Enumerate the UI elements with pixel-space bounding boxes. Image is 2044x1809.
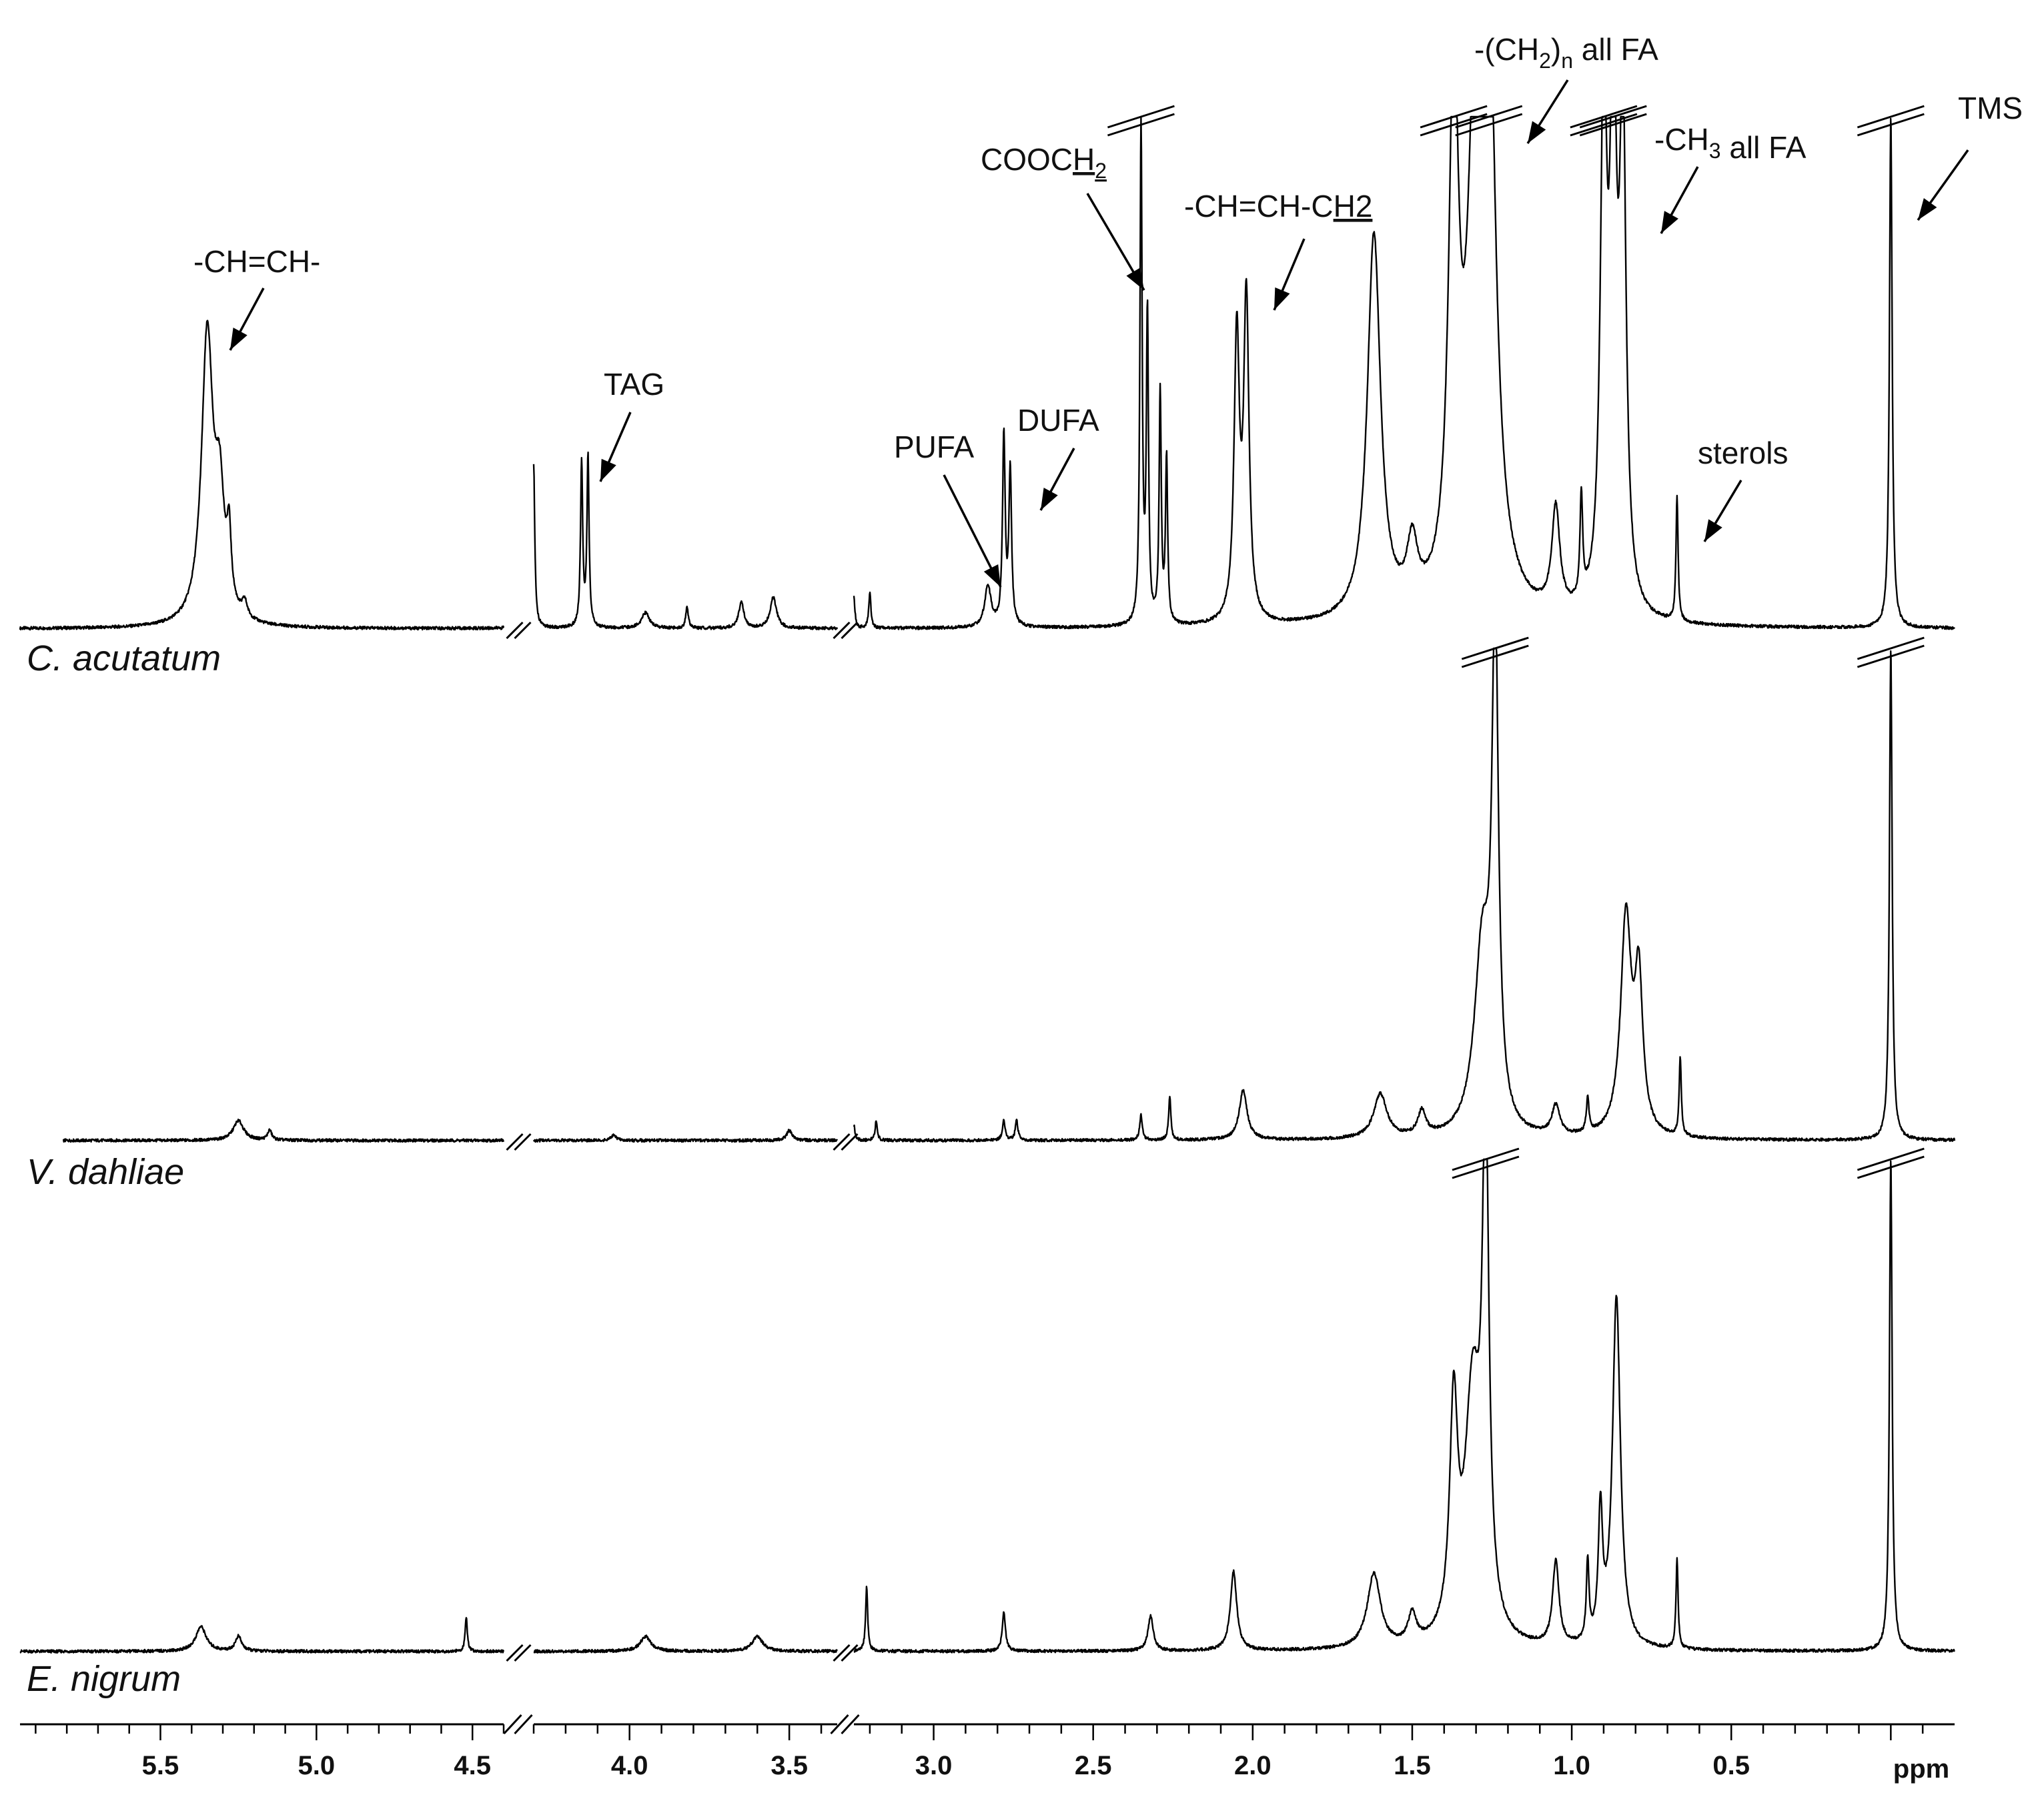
tick-label: 0.5: [1712, 1751, 1750, 1780]
series-label: V. dahliae: [27, 1152, 184, 1192]
tick-label: 1.5: [1394, 1751, 1431, 1780]
axis-break-mark: [833, 1644, 859, 1662]
annotation-arrowhead: [1704, 519, 1722, 542]
trace-segment: [853, 1158, 1955, 1654]
tick-label: 5.5: [142, 1751, 179, 1780]
annotation-label: sterols: [1698, 436, 1788, 470]
peak-break-mark: [1452, 1147, 1520, 1179]
annotation: TAG: [599, 367, 664, 482]
tick-label: 4.5: [454, 1751, 491, 1780]
annotation: PUFA: [894, 430, 1002, 588]
tick-label: 5.0: [298, 1751, 336, 1780]
annotation-label: -CH=CH-CH2: [1184, 189, 1372, 223]
tick-label: 2.0: [1234, 1751, 1271, 1780]
annotation: -CH=CH-CH2: [1184, 189, 1372, 311]
spectra-traces: [19, 105, 1956, 1654]
annotation-label: -CH3 all FA: [1654, 122, 1807, 165]
peak-break-mark: [1857, 1147, 1925, 1179]
annotation: TMS: [1917, 91, 2023, 221]
axis-break-mark: [506, 1644, 532, 1662]
x-axis-unit-label: ppm: [1893, 1754, 1949, 1784]
annotation-arrowhead: [1661, 211, 1678, 233]
annotation-label: TMS: [1958, 91, 2023, 125]
annotation: COOCH2: [981, 142, 1145, 291]
annotation-label: -CH=CH-: [193, 244, 320, 279]
annotation-arrowhead: [1126, 267, 1144, 290]
annotation: -(CH2)n all FA: [1474, 32, 1658, 144]
annotation-arrowhead: [230, 328, 247, 350]
annotation-arrowhead: [1918, 197, 1937, 220]
annotation-arrowhead: [1274, 287, 1290, 310]
annotation-arrowhead: [1528, 121, 1546, 143]
trace-segment: [853, 647, 1956, 1143]
annotation-label: TAG: [604, 367, 664, 402]
trace-segment: [19, 320, 505, 631]
trace-segment: [532, 451, 839, 630]
series-label: E. nigrum: [27, 1659, 181, 1699]
tick-label: 3.0: [915, 1751, 953, 1780]
axis-break-mark: [506, 1133, 532, 1151]
annotation: -CH=CH-: [193, 244, 320, 351]
annotation-arrowhead: [600, 458, 616, 482]
annotation-label: PUFA: [894, 430, 974, 464]
tick-label: 3.5: [771, 1751, 808, 1780]
axis-break-mark: [833, 1133, 859, 1151]
peak-break-mark: [1857, 636, 1925, 668]
trace-segment: [853, 115, 1955, 630]
peak-break-mark: [1107, 105, 1175, 137]
annotation-label: -(CH2)n all FA: [1474, 32, 1658, 73]
peak-annotations: -CH=CH- TAG PUFA DUFA COOCH2 -CH=CH-CH2 -(CH2)…: [193, 32, 2023, 588]
trace-segment: [19, 1617, 505, 1654]
trace-segment: [62, 1119, 505, 1143]
peak-break-mark: [1455, 105, 1523, 137]
series-label: C. acutatum: [27, 638, 221, 678]
peak-break-mark: [1420, 105, 1488, 137]
peak-break-mark: [1579, 105, 1647, 137]
tick-label: 1.0: [1553, 1751, 1590, 1780]
axis-break-marks: [506, 621, 859, 1662]
series-labels: C. acutatum V. dahliae E. nigrum: [27, 638, 221, 1699]
series-trace-1: [19, 105, 1955, 631]
annotation: DUFA: [1017, 403, 1099, 511]
axis-break-mark: [833, 621, 859, 640]
series-trace-3: [19, 1147, 1955, 1654]
tick-label: 2.5: [1075, 1751, 1112, 1780]
peak-break-mark: [1857, 105, 1925, 137]
series-trace-2: [62, 636, 1956, 1143]
axis-break-mark: [506, 621, 532, 640]
trace-segment: [533, 1634, 839, 1654]
axis-break-mark: [503, 1714, 533, 1735]
trace-segment: [532, 1129, 839, 1143]
axis-break-mark: [830, 1714, 860, 1735]
x-axis: 5.5 5.0 4.5 4.0 3.5 3.0 2.5 2.0 1.5 1.0 0.5 ppm: [20, 1714, 1955, 1784]
annotation: sterols: [1698, 436, 1788, 542]
peak-break-mark: [1570, 105, 1638, 137]
annotation-label: COOCH2: [981, 142, 1107, 183]
annotation-label: DUFA: [1017, 403, 1099, 438]
tick-label: 4.0: [611, 1751, 648, 1780]
annotation: -CH3 all FA: [1654, 122, 1807, 234]
annotation-arrowhead: [1041, 488, 1058, 510]
annotation-arrowhead: [983, 564, 1001, 587]
peak-break-mark: [1461, 636, 1529, 668]
